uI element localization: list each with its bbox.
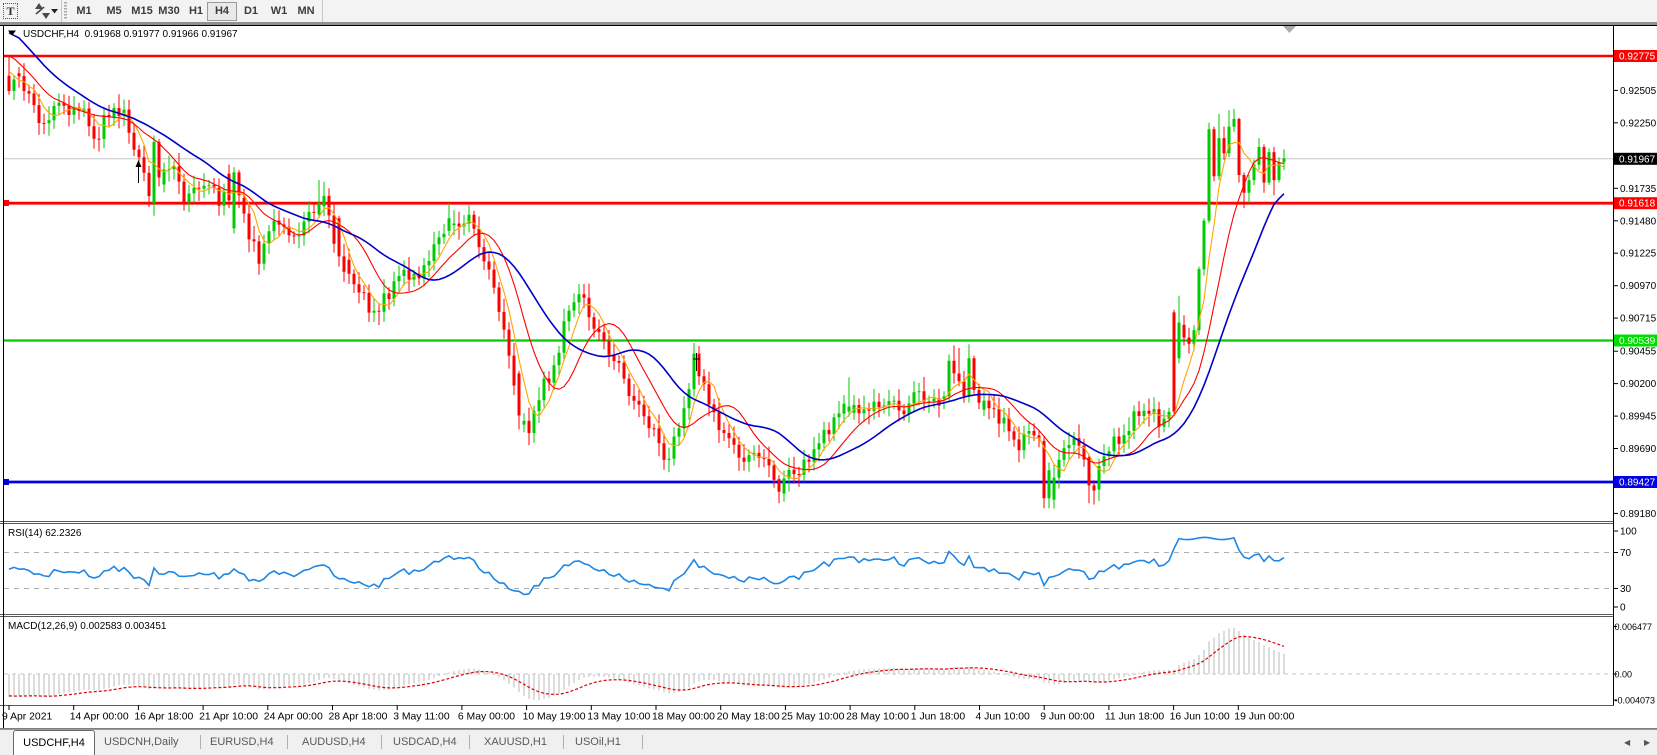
svg-text:0.91967: 0.91967 [1619, 154, 1656, 165]
svg-text:16 Apr 18:00: 16 Apr 18:00 [134, 712, 193, 723]
svg-text:11 Jun 18:00: 11 Jun 18:00 [1105, 712, 1165, 723]
svg-text:4 Jun 10:00: 4 Jun 10:00 [976, 712, 1031, 723]
svg-text:0.91735: 0.91735 [1620, 184, 1657, 195]
svg-text:16 Jun 10:00: 16 Jun 10:00 [1170, 712, 1230, 723]
svg-text:0.89690: 0.89690 [1620, 444, 1657, 455]
svg-text:19 Jun 00:00: 19 Jun 00:00 [1234, 712, 1294, 723]
svg-text:RSI(14) 62.2326: RSI(14) 62.2326 [8, 528, 82, 539]
svg-text:25 May 10:00: 25 May 10:00 [781, 712, 844, 723]
svg-text:0.89945: 0.89945 [1620, 412, 1657, 423]
svg-text:0.006477: 0.006477 [1615, 622, 1653, 632]
svg-text:USDCHF,H4 0.91968 0.91977 0.9: USDCHF,H4 0.91968 0.91977 0.91966 0.9196… [23, 29, 238, 40]
svg-text:0.91480: 0.91480 [1620, 216, 1657, 227]
svg-text:100: 100 [1620, 527, 1637, 538]
svg-text:70: 70 [1620, 548, 1632, 559]
svg-text:0.92505: 0.92505 [1620, 86, 1657, 97]
svg-text:0.90970: 0.90970 [1620, 281, 1657, 292]
svg-text:30: 30 [1620, 584, 1632, 595]
svg-text:6 May 00:00: 6 May 00:00 [458, 712, 515, 723]
svg-text:9 Apr 2021: 9 Apr 2021 [2, 712, 52, 723]
svg-text:9 Jun 00:00: 9 Jun 00:00 [1040, 712, 1095, 723]
svg-text:0.00: 0.00 [1615, 670, 1633, 680]
svg-text:28 May 10:00: 28 May 10:00 [846, 712, 909, 723]
svg-text:21 Apr 10:00: 21 Apr 10:00 [199, 712, 258, 723]
svg-text:0.92250: 0.92250 [1620, 118, 1657, 129]
svg-text:3 May 11:00: 3 May 11:00 [393, 712, 450, 723]
svg-text:28 Apr 18:00: 28 Apr 18:00 [329, 712, 388, 723]
svg-text:0.90455: 0.90455 [1620, 347, 1657, 358]
svg-text:0.90200: 0.90200 [1620, 379, 1657, 390]
svg-text:18 May 00:00: 18 May 00:00 [652, 712, 715, 723]
svg-text:0.89180: 0.89180 [1620, 509, 1657, 520]
svg-text:14 Apr 00:00: 14 Apr 00:00 [70, 712, 129, 723]
svg-text:0.91618: 0.91618 [1619, 199, 1656, 210]
svg-text:0: 0 [1620, 603, 1626, 614]
svg-text:MACD(12,26,9) 0.002583 0.00345: MACD(12,26,9) 0.002583 0.003451 [8, 621, 167, 632]
svg-text:24 Apr 00:00: 24 Apr 00:00 [264, 712, 323, 723]
svg-text:0.89427: 0.89427 [1619, 478, 1656, 489]
svg-text:0.90715: 0.90715 [1620, 314, 1657, 325]
svg-text:20 May 18:00: 20 May 18:00 [717, 712, 780, 723]
svg-text:1 Jun 18:00: 1 Jun 18:00 [911, 712, 966, 723]
svg-text:-0.004073: -0.004073 [1615, 696, 1656, 706]
svg-text:0.90539: 0.90539 [1619, 336, 1656, 347]
svg-text:10 May 19:00: 10 May 19:00 [523, 712, 586, 723]
svg-text:13 May 10:00: 13 May 10:00 [587, 712, 650, 723]
svg-text:0.91225: 0.91225 [1620, 249, 1657, 260]
svg-text:0.92775: 0.92775 [1619, 52, 1656, 63]
